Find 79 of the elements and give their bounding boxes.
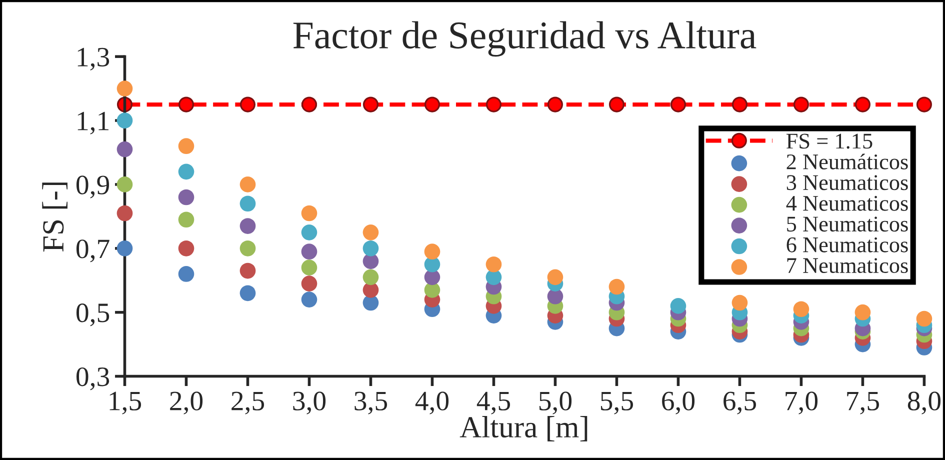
legend-label: 7 Neumaticos <box>787 258 908 274</box>
point <box>854 96 870 112</box>
point <box>793 96 809 112</box>
legend-label: 4 Neumaticos <box>786 196 908 211</box>
x-tick-label: 6,0 <box>662 392 695 414</box>
point <box>240 196 256 212</box>
x-tick-label: 3,5 <box>354 392 388 414</box>
x-tick-label: 2,5 <box>232 392 264 414</box>
point <box>732 294 748 311</box>
x-tick-label: 2,0 <box>170 392 203 414</box>
x-tick-label: 8,0 <box>908 392 941 414</box>
x-tick-label: 7,0 <box>786 392 818 414</box>
point <box>240 96 256 112</box>
point <box>608 96 624 112</box>
y-tick-label: 0,9 <box>76 176 110 198</box>
point <box>608 278 625 295</box>
point <box>116 80 133 96</box>
point <box>178 138 194 154</box>
point <box>486 96 502 112</box>
point <box>301 224 318 240</box>
point <box>362 269 379 286</box>
point <box>301 276 318 292</box>
x-tick-label: 4,0 <box>415 392 449 414</box>
point <box>301 260 318 276</box>
point <box>240 176 256 192</box>
point <box>116 205 133 222</box>
point <box>362 96 379 112</box>
point <box>178 266 194 282</box>
point <box>547 269 564 286</box>
point <box>178 240 194 256</box>
x-tick-label: 3,0 <box>293 392 326 414</box>
x-tick-label: 5,0 <box>539 392 572 414</box>
y-tick-label: 1,1 <box>78 112 108 134</box>
point <box>240 218 256 234</box>
x-tick-label: 6,5 <box>724 392 756 414</box>
point <box>301 292 318 308</box>
point <box>116 240 133 256</box>
point <box>116 176 133 192</box>
point <box>178 189 194 206</box>
point <box>240 262 256 279</box>
point <box>424 96 440 112</box>
chart-title: Factor de Seguridad vs Altura <box>293 21 756 57</box>
y-tick-label: 0,5 <box>76 304 110 326</box>
point <box>116 112 133 128</box>
legend-label: 5 Neumaticos <box>787 216 908 232</box>
point <box>362 224 379 240</box>
y-tick-label: 0,7 <box>76 240 110 262</box>
y-axis-title: FS [-] <box>42 182 68 252</box>
y-tick-label: 1,3 <box>78 48 110 70</box>
point <box>670 298 686 314</box>
x-tick-label: 5,5 <box>600 392 633 414</box>
point <box>486 256 502 272</box>
point <box>854 304 871 320</box>
point <box>362 240 379 256</box>
point <box>178 212 194 228</box>
point <box>240 240 256 256</box>
x-axis-title: Altura [m] <box>460 416 588 442</box>
point <box>178 96 194 112</box>
point <box>793 301 810 318</box>
point <box>240 285 256 302</box>
point <box>301 205 318 222</box>
point <box>301 244 318 260</box>
legend-label: 2 Neumáticos <box>786 154 908 170</box>
point <box>301 96 318 112</box>
y-tick-label: 0,3 <box>76 367 110 390</box>
x-tick-label: 4,5 <box>476 392 510 414</box>
x-tick-label: 7,5 <box>847 392 879 414</box>
x-tick-label: 1,5 <box>110 392 142 414</box>
point <box>916 310 932 327</box>
legend-label: 6 Neumaticos <box>786 237 908 252</box>
point <box>916 96 932 112</box>
point <box>547 96 564 112</box>
point <box>424 244 440 260</box>
legend-label: FS = 1.15 <box>786 134 872 149</box>
point <box>670 96 686 112</box>
point <box>732 96 748 112</box>
point <box>178 164 194 180</box>
point <box>116 141 133 158</box>
legend-label: 3 Neumaticos <box>786 175 908 190</box>
